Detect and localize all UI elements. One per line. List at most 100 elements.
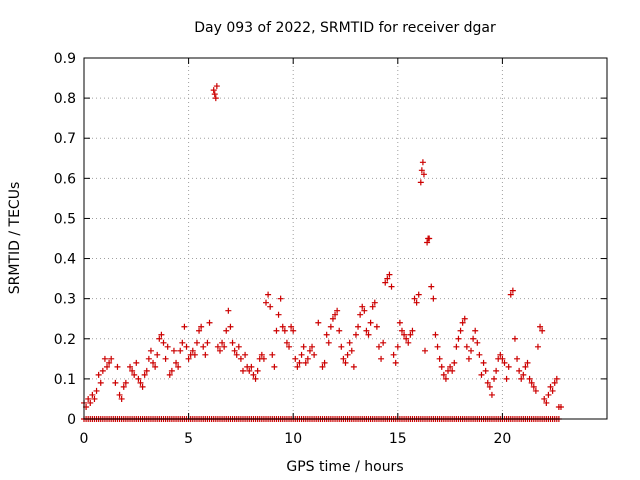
data-point [503,375,510,382]
data-point [524,359,531,366]
data-point [424,239,431,246]
data-point [465,355,472,362]
data-point [93,387,100,394]
data-point [382,279,389,286]
data-point [327,323,334,330]
data-point [378,355,385,362]
data-point [273,327,280,334]
data-point [541,395,548,402]
data-point [170,347,177,354]
data-point [296,359,303,366]
data-point [277,295,284,302]
data-point [528,379,535,386]
data-point [158,331,165,338]
data-point [390,351,397,358]
data-point [453,343,460,350]
data-point [472,327,479,334]
data-point [334,307,341,314]
data-point [97,379,104,386]
data-point [417,179,424,186]
data-point [440,371,447,378]
data-point [413,299,420,306]
data-point [488,391,495,398]
data-point [269,351,276,358]
data-point [468,347,475,354]
data-point [361,307,368,314]
data-point [152,363,159,370]
data-point [162,355,169,362]
data-point [89,391,96,398]
data-point [112,379,119,386]
data-point [265,291,272,298]
data-point [436,355,443,362]
data-point [237,355,244,362]
data-point [344,351,351,358]
data-point [403,335,410,342]
data-point [219,339,226,346]
data-point [367,319,374,326]
data-point [231,347,238,354]
data-point [340,355,347,362]
data-point [315,319,322,326]
data-point [131,371,138,378]
data-point [164,343,171,350]
data-point [493,367,500,374]
data-point [147,347,154,354]
data-point [302,359,309,366]
data-point [384,275,391,282]
data-point [145,355,152,362]
data-point [183,343,190,350]
data-point [534,343,541,350]
data-point [509,287,516,294]
x-tick-label: 15 [389,431,407,447]
data-point [478,371,485,378]
data-point [191,351,198,358]
data-point [179,339,186,346]
data-point [405,339,412,346]
data-point [371,299,378,306]
data-point [156,335,163,342]
data-point [85,395,92,402]
data-point [95,371,102,378]
data-point [476,351,483,358]
data-point [398,327,405,334]
data-point [173,359,180,366]
data-point [486,383,493,390]
data-point [99,367,106,374]
data-point [189,347,196,354]
data-point [139,383,146,390]
data-point [323,331,330,338]
data-point [325,339,332,346]
data-point [518,375,525,382]
x-tick-label: 0 [80,431,89,447]
data-point [352,331,359,338]
data-point [279,323,286,330]
data-point [430,295,437,302]
data-point [129,367,136,374]
data-point [177,347,184,354]
data-point [210,87,217,94]
data-point [286,343,293,350]
data-points [81,83,564,410]
data-point [522,363,529,370]
data-point [530,383,537,390]
data-point [451,359,458,366]
data-point [258,351,265,358]
data-point [501,359,508,366]
data-point [438,363,445,370]
chart-title: Day 093 of 2022, SRMTID for receiver dga… [194,20,496,36]
data-point [363,327,370,334]
data-point [175,363,182,370]
data-point [91,395,98,402]
data-point [225,307,232,314]
data-point [514,355,521,362]
data-point [260,355,267,362]
data-point [306,347,313,354]
data-point [426,235,433,242]
data-point [246,367,253,374]
data-point [380,339,387,346]
data-point [304,355,311,362]
x-tick-label: 20 [493,431,511,447]
data-point [415,291,422,298]
